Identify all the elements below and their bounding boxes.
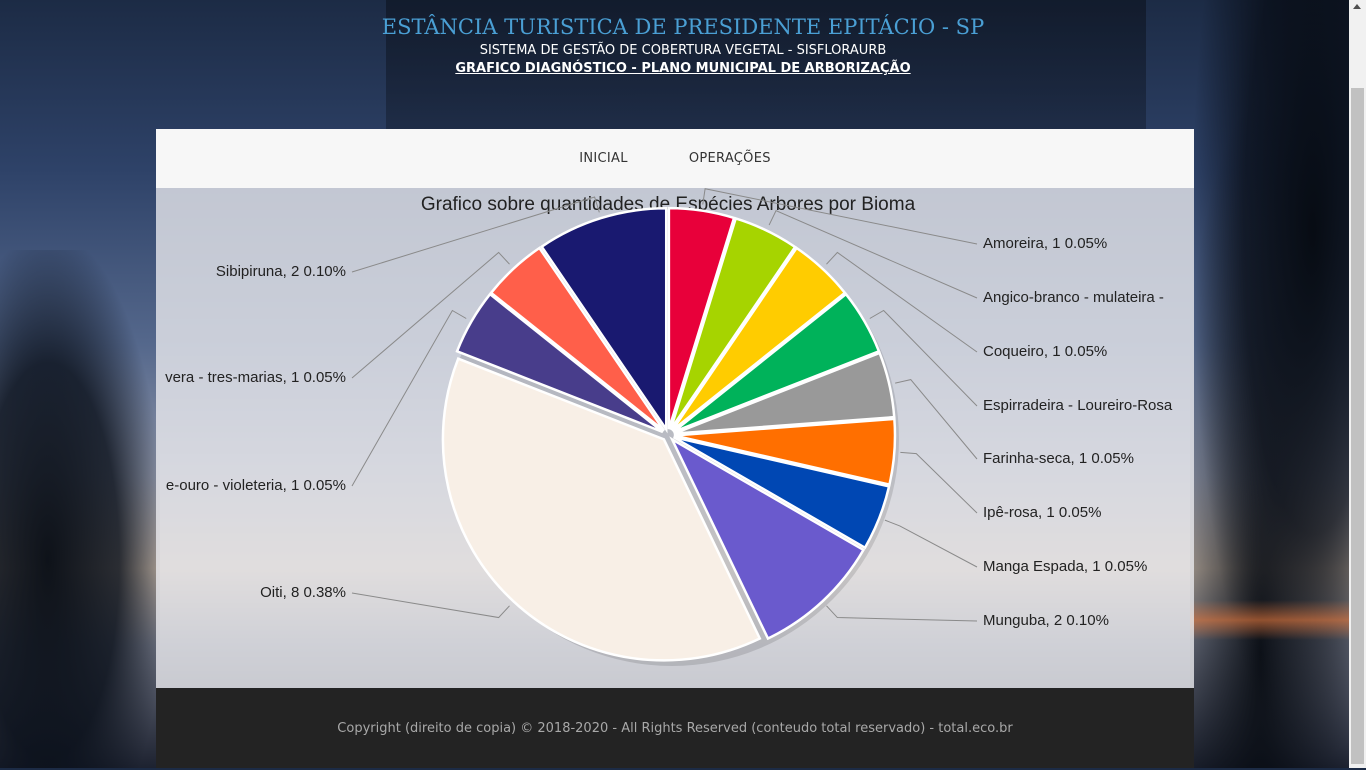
pie-slice-label: Farinha-seca, 1 0.05% [983, 450, 1134, 467]
pie-slice[interactable] [667, 206, 736, 430]
pie-slice-label: Espirradeira - Loureiro-Rosa [983, 397, 1173, 414]
pie-leader-line [826, 251, 978, 353]
chart-title: Grafico sobre quantidades de Espécies Ar… [420, 194, 916, 215]
pie-leader-line [351, 251, 510, 379]
page-footer: Copyright (direito de copia) © 2018-2020… [156, 688, 1194, 768]
pie-leader-line [702, 188, 978, 245]
main-nav: INICIAL OPERAÇÕES [156, 129, 1194, 188]
vertical-scrollbar[interactable] [1349, 0, 1366, 768]
pie-slice-label: Munguba, 2 0.10% [983, 612, 1109, 629]
pie-slice[interactable] [671, 246, 847, 432]
background-tree-left [0, 250, 160, 768]
pie-slice-label: Sibipiruna, 2 0.10% [216, 263, 346, 280]
page-subtitle-link[interactable]: GRAFICO DIAGNÓSTICO - PLANO MUNICIPAL DE… [455, 61, 911, 76]
scroll-up-arrow-icon[interactable] [1353, 4, 1361, 9]
pie-slice-label: Amoreira, 1 0.05% [983, 235, 1107, 252]
pie-slice[interactable] [672, 292, 881, 434]
nav-item-inicial[interactable]: INICIAL [579, 151, 628, 166]
pie-slice[interactable] [489, 246, 665, 432]
pie-slice-label: e-ouro - violeteria, 1 0.05% [166, 477, 346, 494]
pie-slice-label: vera - tres-marias, 1 0.05% [165, 369, 346, 386]
pie-slice[interactable] [673, 351, 896, 435]
background-tree-right [1190, 0, 1366, 768]
pie-slice[interactable] [669, 436, 866, 641]
pie-slice[interactable] [455, 292, 664, 434]
pie-leader-line [351, 592, 510, 619]
chart-panel: Grafico sobre quantidades de Espécies Ar… [156, 188, 1194, 688]
pie-leader-line [826, 605, 978, 622]
pie-slice[interactable] [672, 435, 891, 550]
pie-slice[interactable] [669, 216, 797, 431]
pie-leader-line [884, 519, 978, 568]
pie-slice-label: Angico-branco - mulateira - [983, 289, 1164, 306]
pie-slice-label: Oiti, 8 0.38% [260, 584, 346, 601]
pie-leader-line [768, 210, 978, 299]
pie-leader-line [351, 309, 467, 487]
copyright-text: Copyright (direito de copia) © 2018-2020… [337, 721, 1013, 736]
system-name: SISTEMA DE GESTÃO DE COBERTURA VEGETAL -… [479, 43, 887, 58]
nav-item-operacoes[interactable]: OPERAÇÕES [688, 151, 771, 166]
site-title: ESTÂNCIA TURISTICA DE PRESIDENTE EPITÁCI… [381, 15, 985, 39]
pie-leader-line [869, 309, 978, 407]
header-band [386, 0, 1146, 130]
pie-slice-label: Manga Espada, 1 0.05% [983, 558, 1147, 575]
background-sunset-glow [1190, 600, 1366, 640]
pie-leader-line [895, 379, 978, 460]
pie-slice[interactable] [540, 207, 668, 434]
pie-leader-line [900, 451, 978, 514]
pie-slice[interactable] [673, 417, 897, 487]
pie-slice[interactable] [441, 357, 762, 662]
page-header: ESTÂNCIA TURISTICA DE PRESIDENTE EPITÁCI… [0, 12, 1366, 78]
pie-leader-line [351, 196, 600, 273]
pie-slice-label: Coqueiro, 1 0.05% [983, 343, 1107, 360]
pie-chart: Amoreira, 1 0.05% Angico-branco - mulatei… [165, 188, 1173, 666]
scroll-thumb[interactable] [1351, 88, 1364, 764]
pie-slice-label: Ipê-rosa, 1 0.05% [983, 504, 1101, 521]
